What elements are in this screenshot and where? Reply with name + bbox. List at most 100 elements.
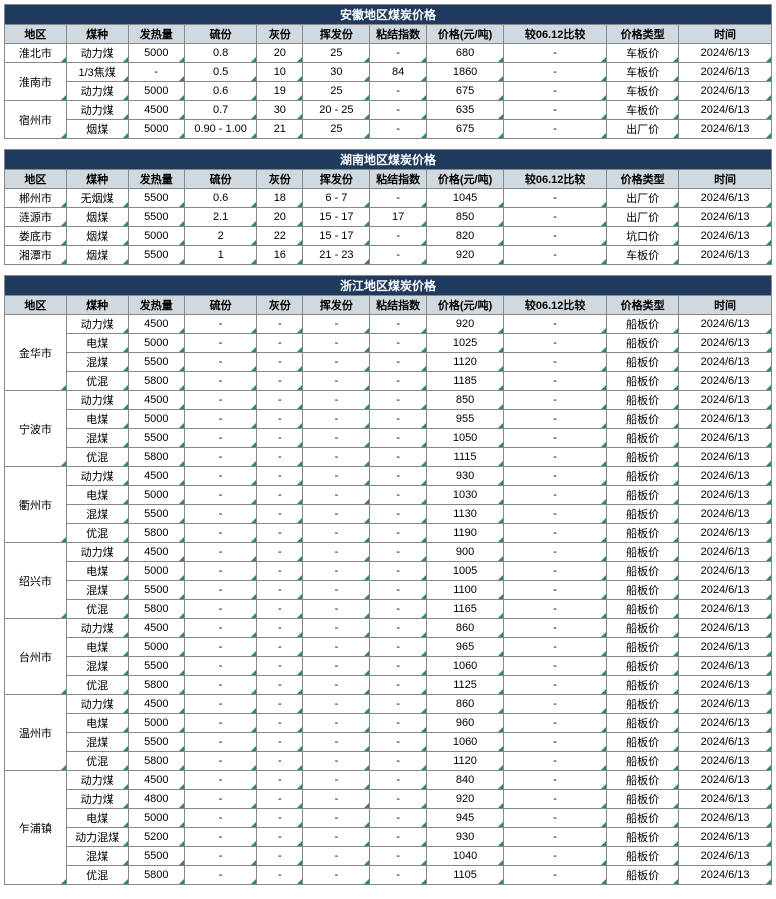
data-cell: 动力煤 — [66, 771, 128, 790]
data-cell: - — [504, 208, 607, 227]
table-row: 电煤5000----1005-船板价2024/6/13 — [5, 562, 772, 581]
price-table: 湖南地区煤炭价格地区煤种发热量硫份灰份挥发份粘结指数价格(元/吨)较06.12比… — [4, 149, 772, 265]
data-cell: - — [504, 315, 607, 334]
data-cell: - — [370, 448, 427, 467]
column-header: 挥发份 — [303, 25, 370, 44]
table-row: 混煤5500----1120-船板价2024/6/13 — [5, 353, 772, 372]
column-header: 价格类型 — [607, 25, 679, 44]
data-cell: 动力煤 — [66, 101, 128, 120]
data-cell: - — [370, 657, 427, 676]
region-cell: 郴州市 — [5, 189, 67, 208]
data-cell: 优混 — [66, 600, 128, 619]
data-cell: - — [504, 847, 607, 866]
table-row: 宁波市动力煤4500----850-船板价2024/6/13 — [5, 391, 772, 410]
column-header: 粘结指数 — [370, 296, 427, 315]
data-cell: 5800 — [128, 524, 185, 543]
data-cell: 船板价 — [607, 467, 679, 486]
table-title: 湖南地区煤炭价格 — [5, 150, 772, 170]
data-cell: 2024/6/13 — [679, 120, 772, 139]
data-cell: 5500 — [128, 847, 185, 866]
data-cell: 0.6 — [185, 189, 257, 208]
region-cell: 宁波市 — [5, 391, 67, 467]
data-cell: 2024/6/13 — [679, 82, 772, 101]
data-cell: 25 — [303, 82, 370, 101]
data-cell: - — [185, 543, 257, 562]
data-cell: 船板价 — [607, 486, 679, 505]
data-cell: - — [257, 714, 303, 733]
data-cell: 船板价 — [607, 448, 679, 467]
data-cell: - — [257, 847, 303, 866]
data-cell: 4500 — [128, 315, 185, 334]
data-cell: - — [504, 448, 607, 467]
data-cell: 混煤 — [66, 581, 128, 600]
data-cell: 2024/6/13 — [679, 752, 772, 771]
table-title: 安徽地区煤炭价格 — [5, 5, 772, 25]
data-cell: - — [504, 63, 607, 82]
data-cell: 680 — [426, 44, 503, 63]
data-cell: 电煤 — [66, 714, 128, 733]
table-row: 混煤5500----1060-船板价2024/6/13 — [5, 657, 772, 676]
data-cell: 22 — [257, 227, 303, 246]
data-cell: 1860 — [426, 63, 503, 82]
column-header: 挥发份 — [303, 170, 370, 189]
data-cell: 动力混煤 — [66, 828, 128, 847]
data-cell: 动力煤 — [66, 82, 128, 101]
table-row: 台州市动力煤4500----860-船板价2024/6/13 — [5, 619, 772, 638]
data-cell: 635 — [426, 101, 503, 120]
data-cell: 5000 — [128, 44, 185, 63]
data-cell: 2024/6/13 — [679, 619, 772, 638]
data-cell: 2.1 — [185, 208, 257, 227]
data-cell: - — [370, 581, 427, 600]
data-cell: 车板价 — [607, 63, 679, 82]
data-cell: 2024/6/13 — [679, 101, 772, 120]
data-cell: - — [185, 524, 257, 543]
data-cell: - — [370, 334, 427, 353]
column-header: 较06.12比较 — [504, 170, 607, 189]
data-cell: - — [370, 315, 427, 334]
data-cell: 烟煤 — [66, 120, 128, 139]
data-cell: - — [504, 505, 607, 524]
table-row: 电煤5000----1025-船板价2024/6/13 — [5, 334, 772, 353]
data-cell: - — [504, 581, 607, 600]
column-header: 较06.12比较 — [504, 296, 607, 315]
column-header: 粘结指数 — [370, 25, 427, 44]
data-cell: - — [504, 866, 607, 885]
data-cell: 2024/6/13 — [679, 246, 772, 265]
data-cell: 5800 — [128, 752, 185, 771]
data-cell: 25 — [303, 44, 370, 63]
data-cell: 2024/6/13 — [679, 638, 772, 657]
data-cell: 5500 — [128, 208, 185, 227]
data-cell: 船板价 — [607, 562, 679, 581]
data-cell: 动力煤 — [66, 619, 128, 638]
table-block: 湖南地区煤炭价格地区煤种发热量硫份灰份挥发份粘结指数价格(元/吨)较06.12比… — [4, 149, 772, 265]
data-cell: - — [370, 101, 427, 120]
data-cell: - — [504, 410, 607, 429]
data-cell: - — [303, 714, 370, 733]
data-cell: 5500 — [128, 733, 185, 752]
data-cell: - — [504, 733, 607, 752]
table-row: 涟源市烟煤55002.12015 - 1717850-出厂价2024/6/13 — [5, 208, 772, 227]
data-cell: - — [257, 752, 303, 771]
data-cell: 1030 — [426, 486, 503, 505]
table-row: 优混5800----1190-船板价2024/6/13 — [5, 524, 772, 543]
data-cell: - — [257, 733, 303, 752]
data-cell: - — [257, 600, 303, 619]
data-cell: 18 — [257, 189, 303, 208]
region-cell: 金华市 — [5, 315, 67, 391]
data-cell: - — [185, 676, 257, 695]
data-cell: - — [185, 505, 257, 524]
data-cell: - — [257, 638, 303, 657]
data-cell: - — [303, 505, 370, 524]
data-cell: - — [185, 315, 257, 334]
data-cell: 5000 — [128, 334, 185, 353]
data-cell: 2024/6/13 — [679, 505, 772, 524]
data-cell: - — [303, 486, 370, 505]
data-cell: - — [257, 448, 303, 467]
table-row: 优混5800----1105-船板价2024/6/13 — [5, 866, 772, 885]
data-cell: 出厂价 — [607, 120, 679, 139]
data-cell: 5500 — [128, 429, 185, 448]
price-table: 安徽地区煤炭价格地区煤种发热量硫份灰份挥发份粘结指数价格(元/吨)较06.12比… — [4, 4, 772, 139]
data-cell: 675 — [426, 82, 503, 101]
column-header: 价格(元/吨) — [426, 25, 503, 44]
data-cell: - — [370, 771, 427, 790]
